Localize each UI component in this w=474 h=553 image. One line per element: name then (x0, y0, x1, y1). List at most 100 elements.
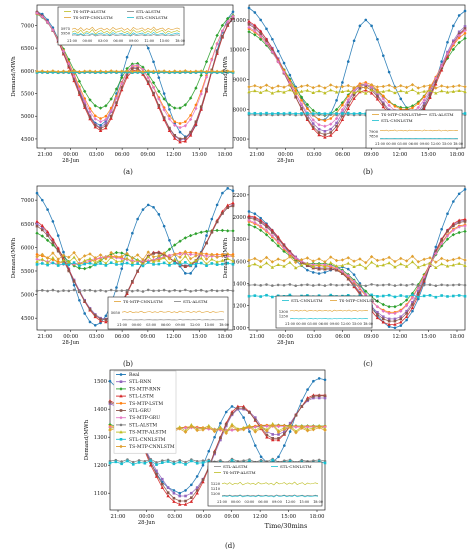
inset-x-tick-label: 09:00 (129, 39, 139, 43)
data-point (305, 88, 310, 92)
plot-frame (248, 4, 466, 149)
data-point (411, 293, 414, 297)
data-point (224, 423, 228, 426)
data-point (375, 97, 380, 101)
data-point (282, 264, 286, 268)
data-point (136, 217, 139, 221)
data-point (311, 427, 316, 432)
x-tick-label: 12:00 (166, 334, 181, 340)
data-point (311, 112, 315, 115)
y-tick-label: 6000 (21, 245, 34, 251)
data-point (446, 50, 449, 54)
data-point (463, 90, 467, 94)
data-point (317, 89, 321, 93)
data-point (411, 106, 414, 110)
data-point (99, 117, 102, 120)
data-point (306, 264, 309, 268)
x-tick-label: 03:00 (89, 334, 104, 340)
data-point (207, 449, 211, 453)
data-point (226, 256, 230, 261)
data-point (51, 28, 55, 32)
data-point (93, 289, 97, 293)
data-point (422, 98, 426, 102)
y-tick-label: 4500 (21, 137, 34, 143)
data-point (88, 115, 92, 119)
data-point (130, 69, 135, 74)
data-point (410, 296, 415, 300)
data-point (440, 283, 443, 287)
data-point (381, 317, 385, 321)
data-point (199, 288, 203, 292)
inset-y-tick-label: 1220 (211, 482, 221, 486)
inset-series-line (289, 309, 369, 312)
data-point (277, 437, 280, 440)
data-point (67, 61, 71, 66)
data-point (300, 399, 304, 403)
data-point (288, 459, 292, 463)
series-line-stl-cnnlstm (36, 71, 234, 74)
data-point (215, 289, 219, 293)
data-point (215, 260, 219, 264)
data-point (178, 252, 182, 256)
data-point (207, 459, 211, 463)
data-point (98, 256, 103, 260)
data-point (300, 99, 303, 102)
data-point (56, 289, 60, 293)
data-point (35, 259, 39, 263)
inset-y-tick-label: 5975 (61, 27, 71, 31)
data-point (265, 429, 269, 433)
data-point (205, 234, 208, 237)
data-point (204, 75, 209, 79)
data-point (205, 290, 208, 293)
x-tick-label: 00:00 (63, 334, 78, 340)
data-point (270, 50, 275, 54)
data-point (178, 125, 182, 130)
data-point (393, 104, 397, 108)
data-point (93, 104, 97, 108)
data-point (199, 261, 203, 265)
data-point (265, 225, 268, 229)
data-point (457, 14, 461, 17)
y-tick-label: 5500 (21, 269, 34, 275)
data-point (40, 198, 44, 202)
data-point (317, 118, 321, 121)
data-point (204, 257, 209, 261)
data-point (35, 69, 39, 73)
data-point (387, 100, 391, 104)
data-point (422, 107, 426, 111)
data-point (346, 83, 350, 88)
data-point (294, 112, 298, 116)
data-point (82, 89, 87, 93)
data-point (247, 90, 251, 94)
data-point (294, 260, 298, 265)
data-point (231, 204, 235, 208)
data-point (411, 303, 414, 306)
data-point (376, 88, 379, 92)
data-point (201, 461, 205, 464)
data-point (376, 313, 379, 316)
data-point (463, 188, 467, 191)
data-point (77, 266, 82, 270)
data-point (276, 84, 280, 88)
data-point (167, 117, 172, 121)
data-point (294, 91, 298, 95)
data-point (288, 283, 292, 286)
data-point (346, 277, 350, 281)
data-point (323, 260, 327, 264)
data-point (323, 394, 327, 398)
data-point (270, 265, 275, 269)
data-point (264, 83, 269, 87)
legend-marker (119, 444, 123, 449)
data-point (210, 252, 214, 257)
data-point (463, 258, 467, 262)
data-point (346, 94, 350, 98)
data-point (104, 261, 108, 265)
x-tick-label: 06:00 (115, 152, 130, 158)
data-point (311, 90, 315, 95)
data-point (230, 405, 234, 408)
data-point (416, 265, 420, 269)
data-point (416, 260, 420, 264)
data-point (247, 258, 251, 262)
data-point (375, 299, 380, 303)
data-point (178, 502, 182, 506)
